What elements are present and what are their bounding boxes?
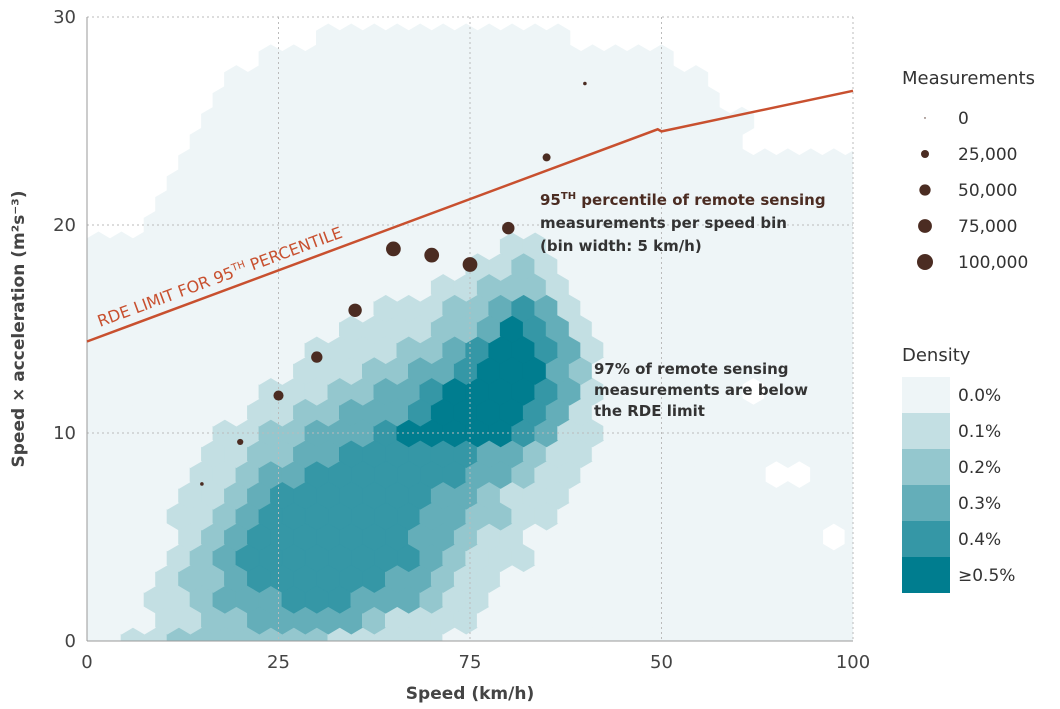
note-line: (bin width: 5 km/h) xyxy=(540,237,702,255)
y-tick-label: 0 xyxy=(65,631,76,652)
size-legend-marker xyxy=(919,184,931,196)
percentile-note: 95TH percentile of remote sensing measur… xyxy=(540,191,826,255)
size-legend-label: 100,000 xyxy=(958,253,1028,273)
density-legend-swatch xyxy=(902,449,950,485)
x-axis-title: Speed (km/h) xyxy=(406,684,534,704)
density-legend-swatch xyxy=(902,557,950,593)
label-sup: TH xyxy=(229,259,247,274)
note-part: 95 xyxy=(540,191,561,209)
size-legend-label: 75,000 xyxy=(958,217,1017,237)
hex xyxy=(683,65,709,94)
percentile-point xyxy=(386,241,401,257)
grid xyxy=(87,16,854,641)
density-legend-swatch xyxy=(902,377,950,413)
size-legend-marker xyxy=(917,254,933,270)
note-line: measurements are below xyxy=(594,381,808,399)
percentile-point xyxy=(542,153,551,162)
y-tick-label: 30 xyxy=(53,7,76,28)
legends: 0 25,000 50,000 75,000 100,000 0.0% 0.1% 0.2% 0.… xyxy=(902,109,1028,593)
note-line: 97% of remote sensing xyxy=(594,360,789,378)
rde-limit-line xyxy=(86,89,854,343)
size-legend-label: 25,000 xyxy=(958,145,1017,165)
percentile-point xyxy=(311,351,323,363)
density-legend-label: ≥0.5% xyxy=(958,566,1015,586)
hex xyxy=(545,23,571,53)
marks xyxy=(86,81,854,486)
density-legend-label: 0.2% xyxy=(958,458,1001,478)
x-tick-label: 100 xyxy=(836,652,870,673)
size-legend-label: 50,000 xyxy=(958,181,1017,201)
density-legend-label: 0.4% xyxy=(958,530,1001,550)
y-tick-label: 20 xyxy=(53,215,76,236)
hex xyxy=(833,543,853,573)
note-part: percentile of remote sensing xyxy=(576,191,826,209)
y-axis-title: Speed × acceleration (m²s⁻³) xyxy=(9,191,29,468)
density-legend-swatch xyxy=(902,485,950,521)
y-tick-label: 10 xyxy=(53,423,76,444)
percentile-point xyxy=(237,438,244,446)
density-legend-title: Density xyxy=(902,345,971,366)
size-legend-label: 0 xyxy=(958,109,969,129)
percentile-point xyxy=(273,390,284,401)
size-legend-marker xyxy=(921,150,929,158)
x-tick-label: 75 xyxy=(459,652,482,673)
percentile-point xyxy=(424,247,440,263)
percentile-point xyxy=(502,221,515,235)
density-legend-swatch xyxy=(902,413,950,449)
percentile-point xyxy=(462,257,478,272)
percentile-point xyxy=(583,81,587,86)
below-note: 97% of remote sensing measurements are be… xyxy=(594,360,808,420)
size-legend-title: Measurements xyxy=(902,68,1035,89)
note-line: measurements per speed bin xyxy=(540,214,787,232)
note-line: the RDE limit xyxy=(594,402,705,420)
density-legend-swatch xyxy=(902,521,950,557)
note-sup: TH xyxy=(561,191,576,202)
x-tick-label: 25 xyxy=(267,652,290,673)
hex xyxy=(844,150,853,175)
x-tick-label: 50 xyxy=(650,652,673,673)
size-legend-marker xyxy=(918,219,932,233)
density-legend-label: 0.3% xyxy=(958,494,1001,514)
density-legend-label: 0.1% xyxy=(958,422,1001,442)
density-legend-label: 0.0% xyxy=(958,386,1001,406)
size-legend-marker xyxy=(924,117,926,119)
hexbin-layer xyxy=(87,23,853,641)
percentile-point xyxy=(348,303,362,317)
note-line: 95TH percentile of remote sensing xyxy=(540,191,826,209)
percentile-point xyxy=(200,482,204,486)
x-tick-label: 0 xyxy=(81,652,92,673)
